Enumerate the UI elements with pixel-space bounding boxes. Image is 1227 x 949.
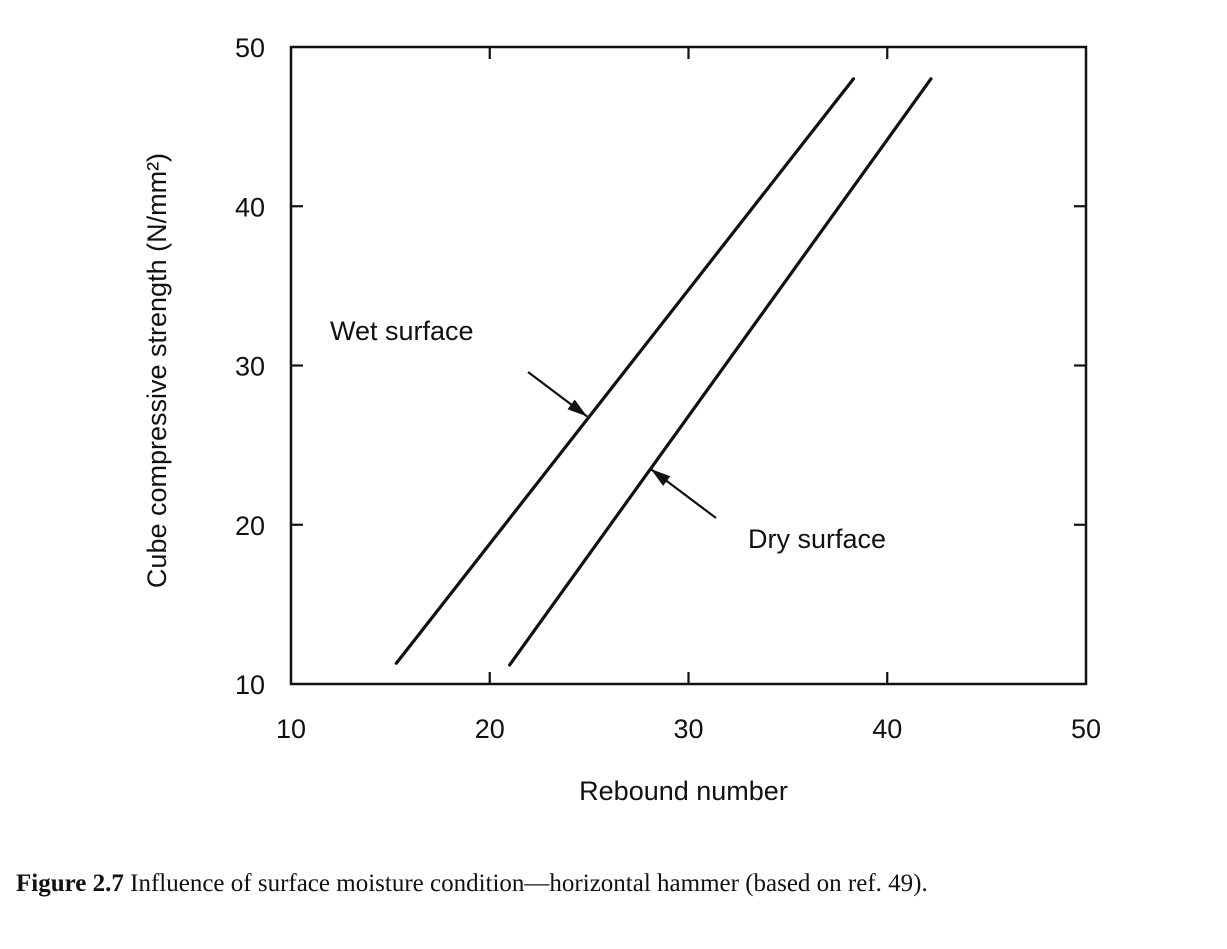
annotations: Wet surface Dry surface [330,316,886,554]
series-label-wet-surface: Wet surface [330,316,474,346]
ticks: 10 20 30 40 50 10 20 30 40 50 [235,33,1101,744]
y-axis-title: Cube compressive strength (N/mm²) [142,153,172,588]
y-tick-label: 10 [235,670,265,700]
y-tick-label: 30 [235,352,265,382]
caption-text: Influence of surface moisture condition—… [123,870,928,897]
series-line-dry-surface [508,77,933,667]
annotation-arrowhead [567,399,588,417]
x-tick-label: 10 [276,714,306,744]
figure-number: Figure 2.7 [16,870,124,897]
annotation-arrowhead [650,469,671,486]
figure-caption: Figure 2.7 Influence of surface moisture… [16,870,928,898]
x-tick-label: 40 [872,714,902,744]
series-label-dry-surface: Dry surface [748,524,886,554]
x-axis-title: Rebound number [579,776,788,806]
series-lines [394,77,933,667]
x-tick-label: 20 [475,714,505,744]
axes [289,45,1088,686]
x-tick-label: 30 [673,714,703,744]
x-tick-label: 50 [1071,714,1101,744]
plot-frame [289,45,1088,686]
series-line-wet-surface [394,77,856,665]
y-tick-label: 50 [235,33,265,63]
y-tick-label: 20 [235,511,265,541]
y-tick-label: 40 [235,192,265,222]
